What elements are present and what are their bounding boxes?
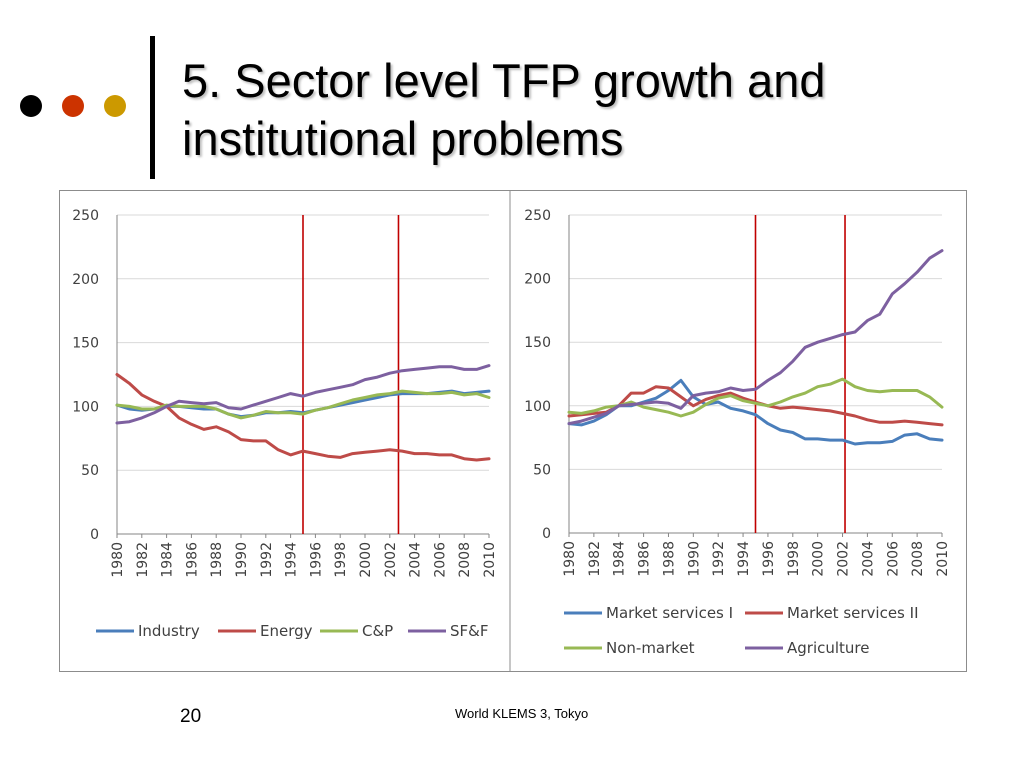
y-tick-label: 250 bbox=[72, 208, 99, 224]
x-tick-label: 1988 bbox=[209, 542, 225, 578]
legend-label-industry: Industry bbox=[138, 622, 200, 640]
y-tick-label: 150 bbox=[524, 335, 551, 351]
legend-label-market-services-i: Market services I bbox=[606, 604, 733, 622]
legend-label-sf-f: SF&F bbox=[450, 622, 488, 640]
x-tick-label: 1982 bbox=[135, 542, 151, 578]
slide-title: 5. Sector level TFP growth and instituti… bbox=[182, 54, 826, 165]
page-number: 20 bbox=[180, 706, 202, 727]
series-line-non-market bbox=[567, 377, 944, 418]
legend-label-market-services-ii: Market services II bbox=[787, 604, 919, 622]
x-tick-label: 2006 bbox=[885, 541, 901, 577]
x-tick-label: 2002 bbox=[383, 542, 399, 578]
x-tick-label: 1980 bbox=[110, 542, 126, 578]
y-tick-label: 100 bbox=[524, 399, 551, 415]
y-tick-label: 200 bbox=[524, 272, 551, 288]
x-tick-label: 2010 bbox=[935, 541, 951, 577]
x-tick-label: 2006 bbox=[432, 542, 448, 578]
footer-text: World KLEMS 3, Tokyo bbox=[455, 706, 589, 721]
chart-1: 0 50 100 150 200 250 1980 1982 1984 1986 1988 1990 1… bbox=[72, 208, 498, 640]
x-tick-label: 2002 bbox=[836, 541, 852, 577]
x-tick-label: 1984 bbox=[160, 542, 176, 578]
y-tick-label: 200 bbox=[72, 272, 99, 288]
x-tick-label: 1988 bbox=[661, 541, 677, 577]
x-tick-label: 1994 bbox=[284, 542, 300, 578]
x-tick-label: 1980 bbox=[562, 541, 578, 577]
legend-label-agriculture: Agriculture bbox=[787, 639, 870, 657]
y-tick-label: 50 bbox=[81, 463, 99, 479]
x-tick-label: 2004 bbox=[860, 541, 876, 577]
legend-label-c-p: C&P bbox=[362, 622, 393, 640]
bullet-dot-red bbox=[62, 95, 84, 117]
y-tick-label: 150 bbox=[72, 336, 99, 352]
y-tick-label: 250 bbox=[524, 208, 551, 224]
legend-label-non-market: Non-market bbox=[606, 639, 695, 657]
bullet-dot-gold bbox=[104, 95, 126, 117]
x-tick-label: 1982 bbox=[587, 541, 603, 577]
x-tick-label: 2010 bbox=[482, 542, 498, 578]
x-tick-label: 1986 bbox=[184, 542, 200, 578]
x-tick-label: 2000 bbox=[811, 541, 827, 577]
x-tick-label: 1986 bbox=[637, 541, 653, 577]
series-line-sf-f bbox=[115, 364, 491, 425]
legend-label-energy: Energy bbox=[260, 622, 313, 640]
x-tick-label: 2004 bbox=[408, 542, 424, 578]
x-tick-label: 1992 bbox=[259, 542, 275, 578]
x-tick-label: 1994 bbox=[736, 541, 752, 577]
chart-frame: 0 50 100 150 200 250 1980 1982 1984 1986 1988 1990 1… bbox=[59, 190, 967, 672]
x-tick-label: 1998 bbox=[786, 541, 802, 577]
x-tick-label: 1990 bbox=[686, 541, 702, 577]
y-tick-label: 50 bbox=[533, 462, 551, 478]
x-tick-label: 1984 bbox=[612, 541, 628, 577]
chart-2: 0 50 100 150 200 250 1980 1982 1984 1986 1988 1990 1… bbox=[524, 208, 951, 657]
x-tick-label: 1992 bbox=[711, 541, 727, 577]
bullet-dot-black bbox=[20, 95, 42, 117]
series-line-agriculture bbox=[567, 249, 944, 426]
x-tick-label: 1996 bbox=[308, 542, 324, 578]
y-tick-label: 100 bbox=[72, 399, 99, 415]
y-tick-label: 0 bbox=[90, 527, 99, 543]
y-tick-label: 0 bbox=[542, 526, 551, 542]
x-tick-label: 1990 bbox=[234, 542, 250, 578]
x-tick-label: 1996 bbox=[761, 541, 777, 577]
series-line-energy bbox=[115, 373, 491, 462]
x-tick-label: 2000 bbox=[358, 542, 374, 578]
x-tick-label: 1998 bbox=[333, 542, 349, 578]
x-tick-label: 2008 bbox=[457, 542, 473, 578]
series-line-c-p bbox=[115, 389, 491, 420]
x-tick-label: 2008 bbox=[910, 541, 926, 577]
title-divider bbox=[150, 36, 155, 179]
